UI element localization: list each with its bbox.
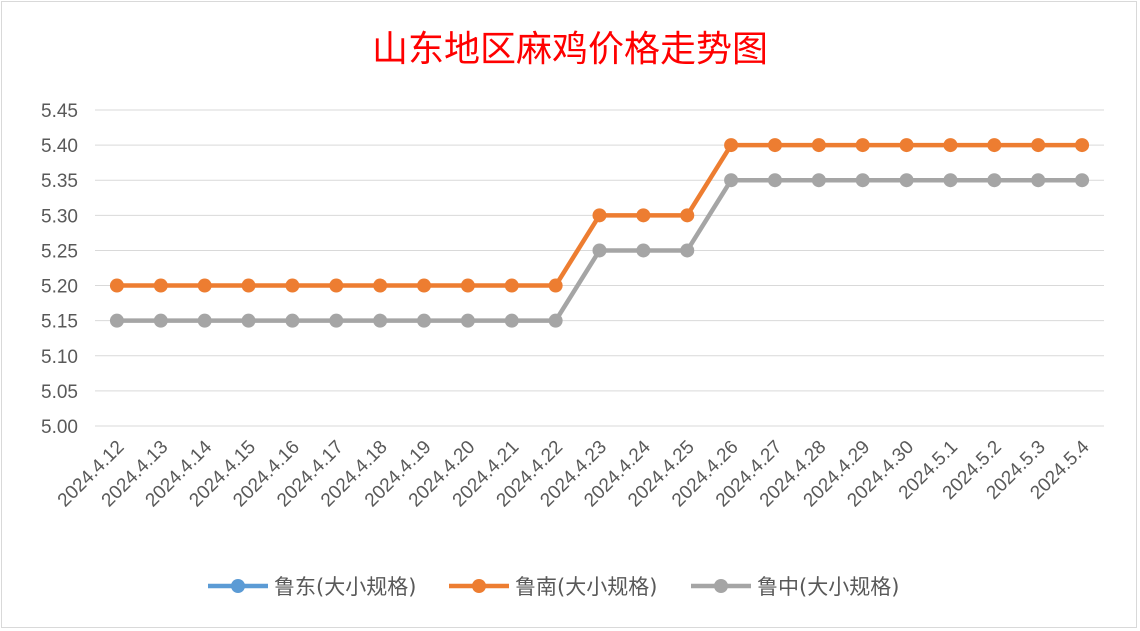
- data-point: [153, 313, 168, 328]
- data-point: [548, 278, 563, 293]
- data-point: [724, 138, 739, 153]
- data-point: [636, 208, 651, 223]
- data-point: [1075, 173, 1090, 188]
- data-point: [197, 278, 212, 293]
- data-point: [153, 278, 168, 293]
- data-point: [724, 173, 739, 188]
- legend-label: 鲁中(大小规格): [757, 575, 899, 599]
- series-layer: [109, 138, 1090, 328]
- y-tick-label: 5.05: [41, 382, 78, 403]
- legend: 鲁东(大小规格) 鲁南(大小规格) 鲁中(大小规格): [208, 575, 899, 599]
- data-point: [1031, 173, 1046, 188]
- data-point: [373, 313, 388, 328]
- y-tick-label: 5.30: [41, 206, 78, 227]
- data-point: [241, 313, 256, 328]
- y-tick-label: 5.45: [41, 101, 78, 122]
- data-point: [855, 138, 870, 153]
- legend-swatch-marker: [472, 579, 486, 593]
- data-point: [592, 243, 607, 258]
- legend-label: 鲁东(大小规格): [274, 575, 416, 599]
- data-point: [943, 173, 958, 188]
- data-point: [767, 138, 782, 153]
- data-point: [109, 313, 124, 328]
- y-tick-label: 5.20: [41, 277, 78, 298]
- data-point: [811, 173, 826, 188]
- data-point: [1075, 138, 1090, 153]
- data-point: [460, 313, 475, 328]
- data-point: [943, 138, 958, 153]
- data-point: [987, 138, 1002, 153]
- y-tick-label: 5.35: [41, 171, 78, 192]
- y-tick-label: 5.10: [41, 347, 78, 368]
- legend-swatch-marker: [231, 579, 245, 593]
- y-axis-ticks: 5.00 5.05 5.10 5.15 5.20 5.25 5.30 5.35 5.40 5.45: [41, 101, 78, 438]
- legend-label: 鲁南(大小规格): [515, 575, 657, 599]
- data-point: [329, 313, 344, 328]
- legend-swatch-marker: [714, 579, 728, 593]
- data-point: [109, 278, 124, 293]
- data-point: [680, 243, 695, 258]
- data-point: [460, 278, 475, 293]
- y-tick-label: 5.40: [41, 136, 78, 157]
- data-point: [592, 208, 607, 223]
- data-point: [636, 243, 651, 258]
- y-tick-label: 5.15: [41, 312, 78, 333]
- data-point: [241, 278, 256, 293]
- data-point: [504, 278, 519, 293]
- data-point: [811, 138, 826, 153]
- data-point: [329, 278, 344, 293]
- data-point: [987, 173, 1002, 188]
- data-point: [285, 313, 300, 328]
- data-point: [417, 313, 432, 328]
- data-point: [373, 278, 388, 293]
- data-point: [899, 138, 914, 153]
- data-point: [767, 173, 782, 188]
- data-point: [504, 313, 519, 328]
- data-point: [680, 208, 695, 223]
- y-tick-label: 5.25: [41, 241, 78, 262]
- chart-title: 山东地区麻鸡价格走势图: [372, 29, 768, 70]
- data-point: [197, 313, 212, 328]
- data-point: [285, 278, 300, 293]
- data-point: [548, 313, 563, 328]
- y-tick-label: 5.00: [41, 417, 78, 438]
- data-point: [417, 278, 432, 293]
- grid: [95, 109, 1104, 427]
- x-axis-ticks: 2024.4.122024.4.132024.4.142024.4.152024…: [54, 436, 1094, 511]
- data-point: [855, 173, 870, 188]
- data-point: [1031, 138, 1046, 153]
- data-point: [899, 173, 914, 188]
